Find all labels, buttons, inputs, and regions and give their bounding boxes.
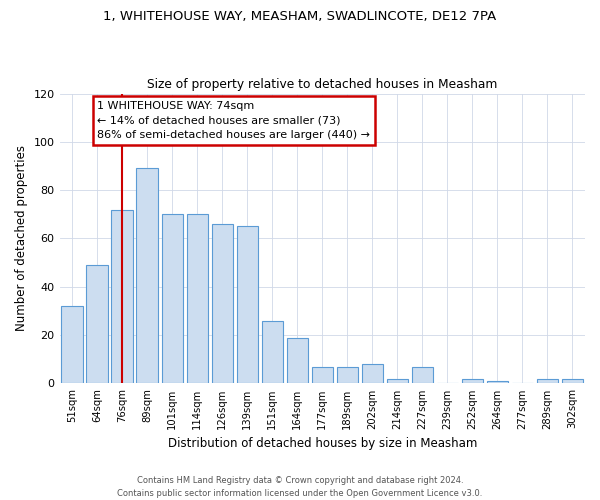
Text: 1, WHITEHOUSE WAY, MEASHAM, SWADLINCOTE, DE12 7PA: 1, WHITEHOUSE WAY, MEASHAM, SWADLINCOTE,… xyxy=(103,10,497,23)
Bar xyxy=(337,366,358,384)
Bar xyxy=(136,168,158,384)
Bar xyxy=(537,378,558,384)
Bar xyxy=(212,224,233,384)
Bar xyxy=(387,378,408,384)
Text: Contains HM Land Registry data © Crown copyright and database right 2024.
Contai: Contains HM Land Registry data © Crown c… xyxy=(118,476,482,498)
Bar xyxy=(362,364,383,384)
Bar xyxy=(287,338,308,384)
Bar xyxy=(462,378,483,384)
Title: Size of property relative to detached houses in Measham: Size of property relative to detached ho… xyxy=(147,78,497,91)
Bar xyxy=(262,320,283,384)
Bar xyxy=(562,378,583,384)
Text: 1 WHITEHOUSE WAY: 74sqm
← 14% of detached houses are smaller (73)
86% of semi-de: 1 WHITEHOUSE WAY: 74sqm ← 14% of detache… xyxy=(97,101,370,140)
X-axis label: Distribution of detached houses by size in Measham: Distribution of detached houses by size … xyxy=(167,437,477,450)
Bar xyxy=(112,210,133,384)
Y-axis label: Number of detached properties: Number of detached properties xyxy=(15,146,28,332)
Bar xyxy=(487,381,508,384)
Bar xyxy=(86,265,108,384)
Bar xyxy=(61,306,83,384)
Bar xyxy=(311,366,333,384)
Bar xyxy=(412,366,433,384)
Bar xyxy=(236,226,258,384)
Bar xyxy=(161,214,183,384)
Bar xyxy=(187,214,208,384)
